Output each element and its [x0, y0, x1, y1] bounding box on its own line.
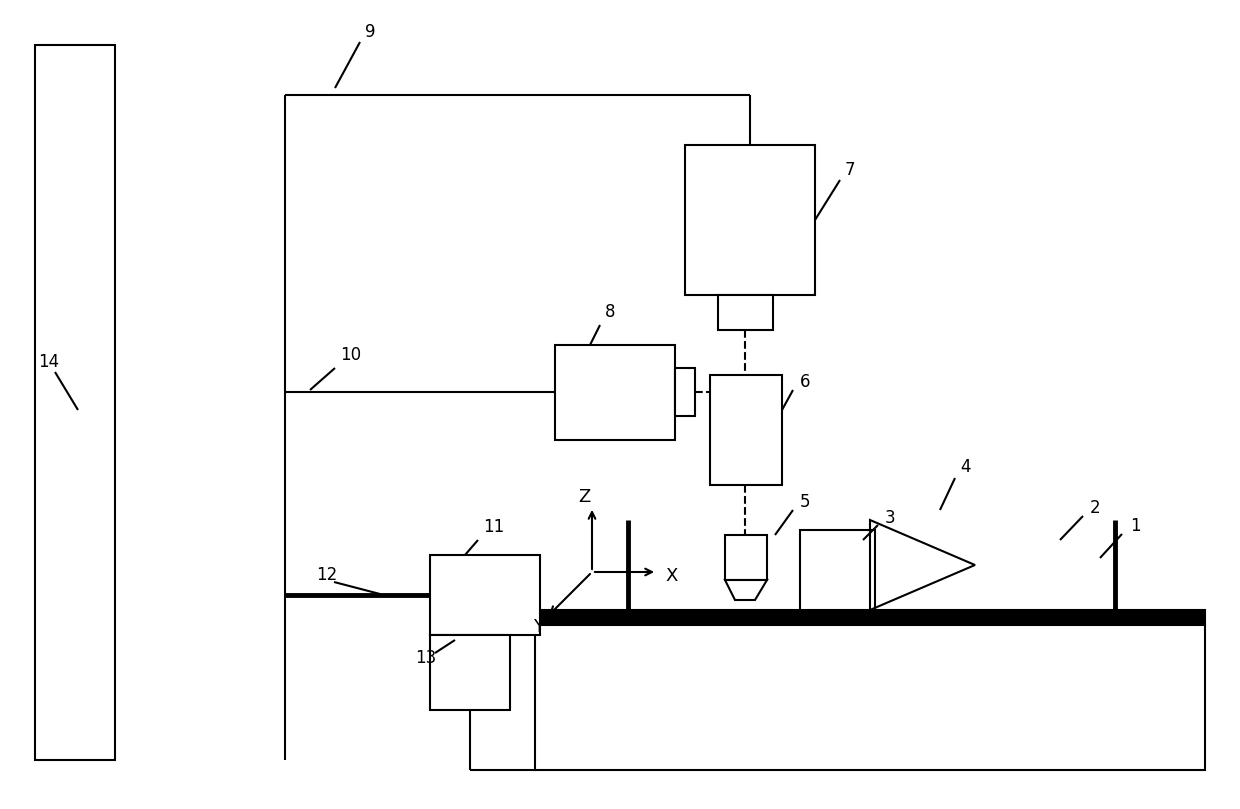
Text: 10: 10	[340, 346, 361, 364]
Bar	[684, 145, 815, 295]
Bar	[556, 345, 675, 440]
Text: 13: 13	[415, 649, 436, 667]
Text: 1: 1	[1130, 517, 1141, 535]
Bar	[534, 610, 1205, 625]
Text: 14: 14	[38, 353, 60, 371]
Bar	[800, 530, 875, 610]
Text: X: X	[665, 567, 677, 585]
Text: 2: 2	[1090, 499, 1101, 517]
Bar	[711, 375, 782, 485]
Text: 5: 5	[800, 493, 811, 511]
Bar	[430, 635, 510, 710]
Text: 7: 7	[844, 161, 856, 179]
Text: 8: 8	[605, 303, 615, 321]
Bar	[718, 295, 773, 330]
Bar	[534, 625, 1205, 770]
Bar	[35, 45, 115, 760]
Text: 12: 12	[316, 566, 337, 584]
Text: 3: 3	[885, 509, 895, 527]
Text: 11: 11	[484, 518, 505, 536]
Text: 4: 4	[960, 458, 971, 476]
Text: Y: Y	[533, 618, 544, 636]
Text: Z: Z	[578, 488, 590, 506]
Polygon shape	[725, 580, 768, 600]
Bar	[725, 535, 768, 580]
Text: 9: 9	[365, 23, 376, 41]
Bar	[430, 555, 539, 635]
Bar	[675, 368, 694, 416]
Text: 6: 6	[800, 373, 811, 391]
